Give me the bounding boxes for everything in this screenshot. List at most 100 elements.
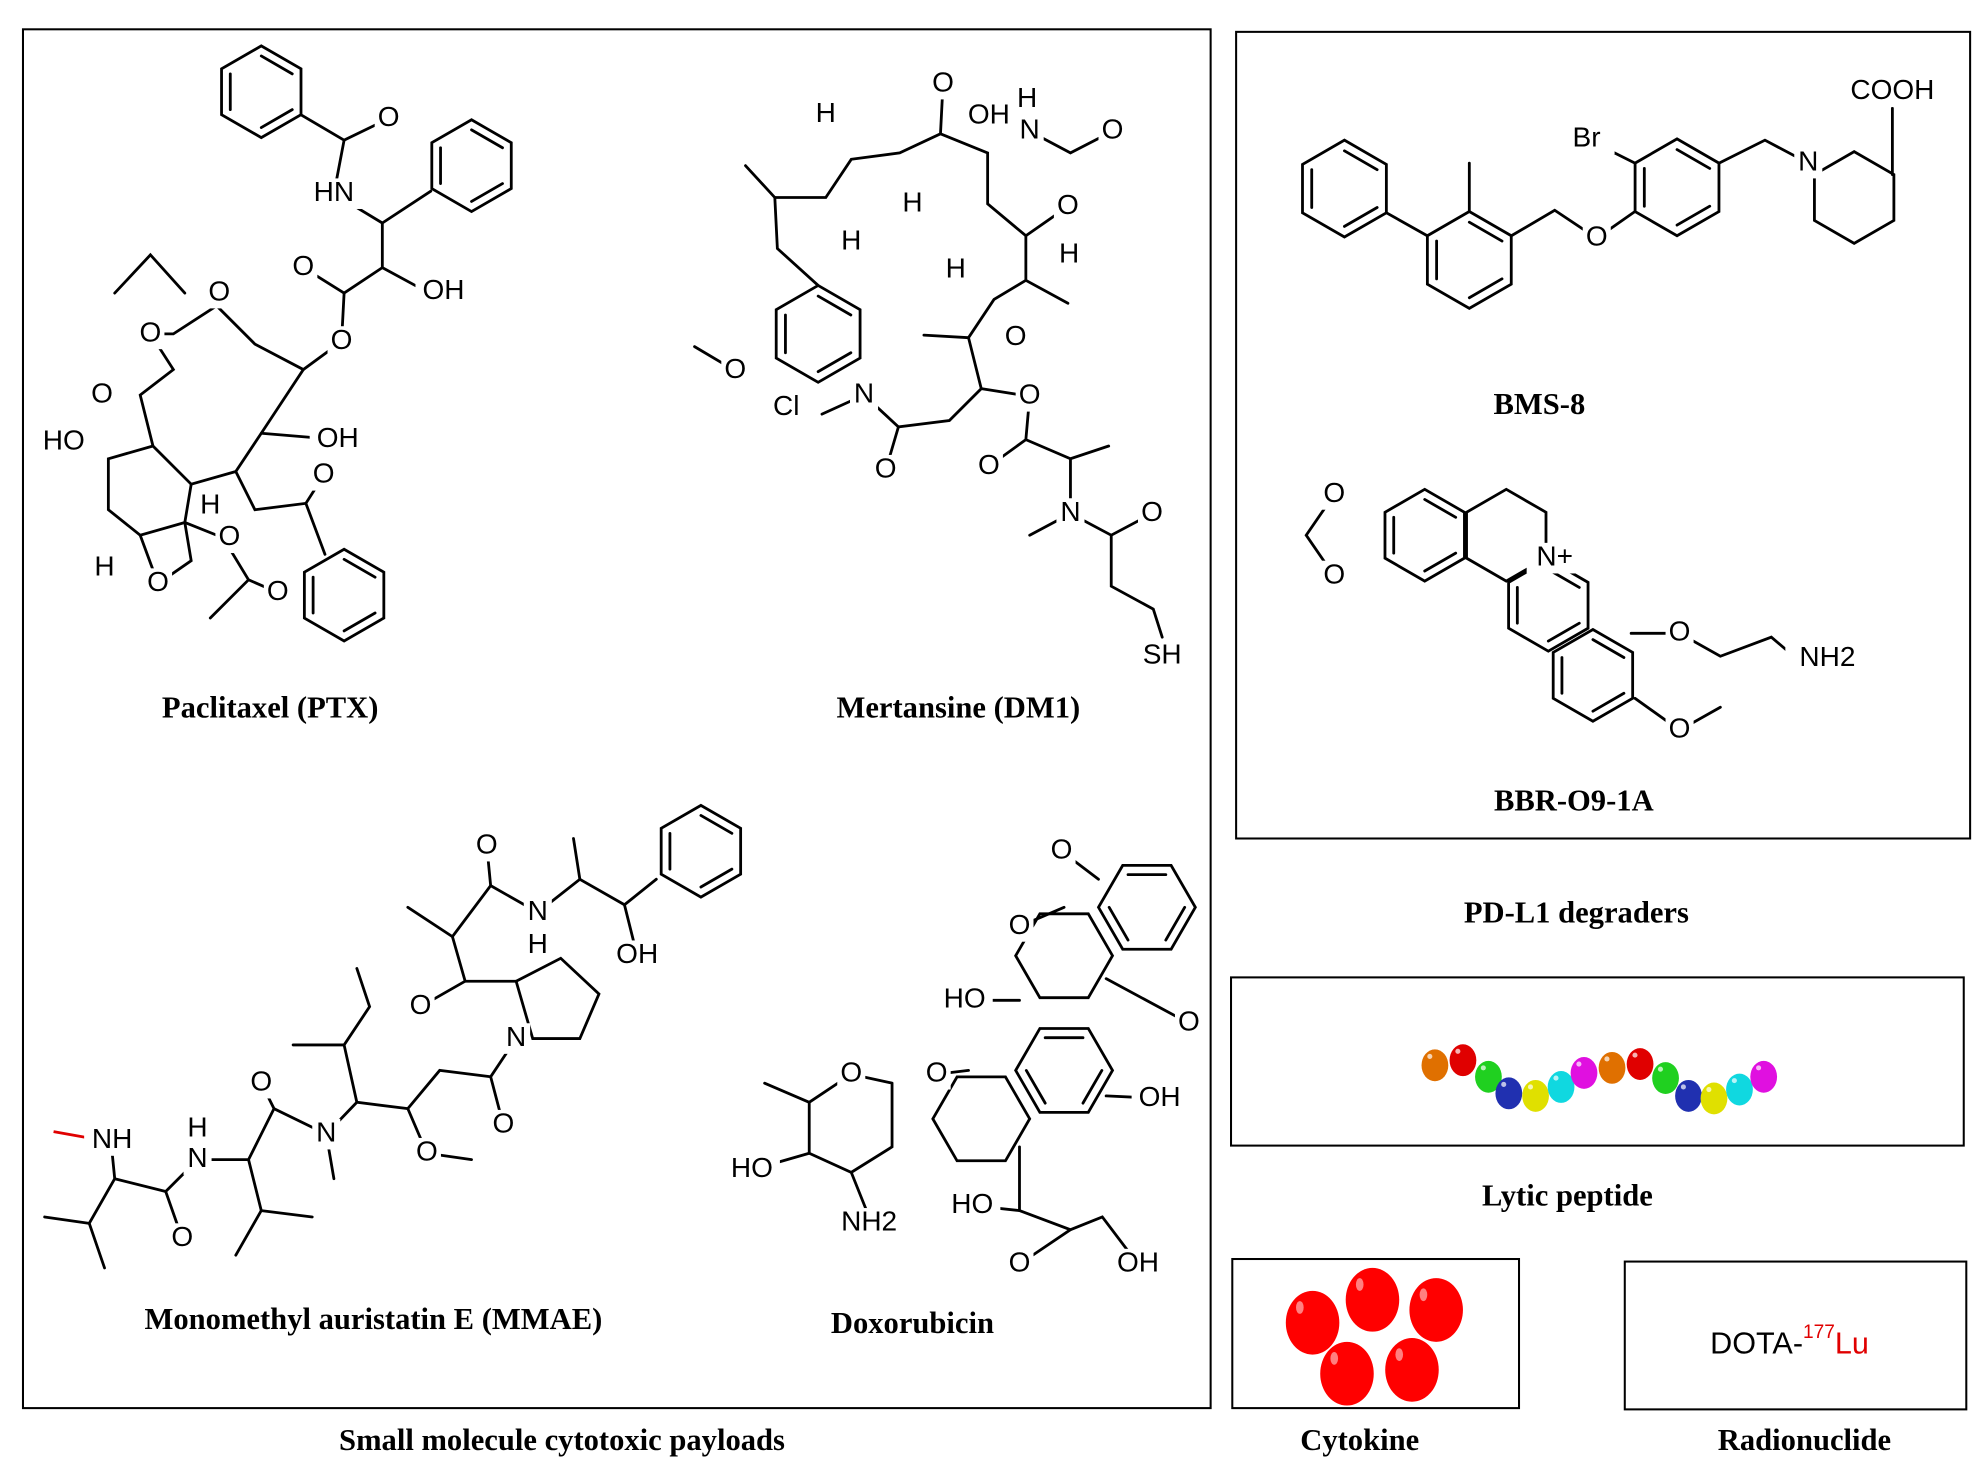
bond-chain: [939, 132, 1070, 238]
bond: [699, 867, 734, 889]
bead-highlight: [1632, 1052, 1638, 1058]
bond-chain: [1717, 138, 1810, 165]
bond: [1591, 691, 1626, 713]
payloads.molecules.1-atom-label: N: [1020, 114, 1040, 145]
payloads.molecules.2-atom-label: O: [250, 1066, 272, 1097]
cytokine-panel: [1231, 1257, 1521, 1410]
bond-chain: [922, 333, 970, 340]
ring: [1507, 557, 1590, 653]
atom-bg: [1665, 714, 1694, 746]
pdl1.molecules.1-atom-label: O: [1323, 558, 1345, 589]
ring: [1551, 627, 1635, 723]
peptide-bead: [1626, 1048, 1654, 1080]
bond-chain: [1024, 438, 1111, 461]
payloads.molecules.1-atom-label: H: [902, 186, 922, 217]
bead-highlight: [1576, 1061, 1582, 1067]
payloads.molecules.3-atom-label: OH: [1139, 1081, 1181, 1112]
atom-bg: [523, 930, 552, 961]
atom-bg: [1053, 191, 1082, 222]
atom-bg: [1005, 911, 1034, 942]
payloads.molecules.1-atom-label: O: [1102, 114, 1124, 145]
atom-bg: [263, 577, 292, 608]
peptide-bead: [1598, 1051, 1626, 1084]
payloads.molecules.1-atom-label: O: [1019, 379, 1041, 410]
pdl1.molecules.0-atom-label: Br: [1573, 121, 1601, 152]
payloads.molecules.1-atom-label: O: [724, 353, 746, 384]
bond-chain: [304, 501, 327, 556]
atom-bg: [1013, 84, 1042, 115]
ring: [1633, 137, 1721, 238]
atom-bg: [312, 1118, 341, 1150]
peptide-bead: [1726, 1073, 1753, 1106]
payloads.molecules.1-atom-label: H: [1059, 237, 1079, 268]
payloads.molecules.1-atom-label: O: [1005, 320, 1027, 351]
bond-chain: [406, 884, 493, 939]
atom-bg: [374, 103, 403, 134]
atom-bg: [1001, 322, 1030, 353]
pdl1-caption: PD-L1 degraders: [1464, 896, 1689, 930]
atom-bg: [1056, 498, 1085, 529]
bead-highlight: [1527, 1084, 1534, 1090]
bond: [470, 182, 504, 203]
atom-bg: [922, 1058, 951, 1090]
atom-bg: [1134, 640, 1191, 672]
sphere-highlight: [1296, 1301, 1304, 1314]
bond-chain: [183, 521, 280, 594]
payloads.molecules.1-atom-label: N: [854, 377, 874, 408]
payloads.molecules.2-atom-label: OH: [616, 938, 658, 969]
payloads.molecules.0-atom-label: O: [378, 101, 400, 132]
payloads.molecules.0-atom-label: O: [208, 275, 230, 306]
payloads.molecules.0-atom-label: O: [331, 324, 353, 355]
bond: [1675, 148, 1712, 170]
atom-bg: [247, 1067, 276, 1099]
payloads.molecules.3-atom-label: O: [1178, 1006, 1200, 1037]
payloads.molecules.1-atom-label: H: [946, 253, 966, 284]
bond: [1024, 1069, 1047, 1105]
bead-highlight: [1756, 1065, 1762, 1071]
bond-chain: [149, 291, 346, 372]
lytic-caption: Lytic peptide: [1482, 1178, 1653, 1212]
payloads.molecules.3-atom-label: HO: [731, 1152, 773, 1183]
atom-bg: [974, 451, 1003, 482]
atom-bg: [609, 940, 666, 972]
ring: [931, 1075, 1032, 1163]
payloads.molecules.2-atom-label: N: [187, 1142, 207, 1173]
atom-bg: [1558, 123, 1615, 155]
peptide-bead: [1675, 1079, 1702, 1112]
bms8-label: BMS-8: [1494, 387, 1586, 421]
payloads.molecules.0-atom-label: O: [267, 575, 289, 606]
atom-bg: [523, 897, 552, 928]
bond: [816, 294, 853, 317]
pdl1.molecules.1-atom-label: O: [1669, 616, 1691, 647]
payloads.molecules.0-atom-label: O: [292, 250, 314, 281]
cytokine-sphere: [1385, 1338, 1439, 1402]
atom-bg: [472, 830, 501, 862]
bond-chain: [862, 278, 1028, 429]
atom-bg: [1005, 1248, 1034, 1280]
bond: [259, 108, 294, 129]
bond: [1107, 905, 1130, 942]
bond: [1467, 220, 1504, 243]
peptide-bead: [1652, 1062, 1679, 1094]
bond-chain: [1629, 631, 1799, 661]
cytokine-caption: Cytokine: [1300, 1423, 1419, 1457]
bond-chain: [106, 444, 193, 537]
peptide-bead: [1700, 1082, 1728, 1115]
atom-bg: [941, 254, 970, 286]
bond: [1423, 551, 1458, 573]
payloads.molecules.1-atom-label: O: [875, 453, 897, 484]
atom-bg: [289, 252, 318, 283]
payloads.molecules.2-atom-label: N: [506, 1021, 526, 1052]
isotope-mass: 177: [1803, 1322, 1835, 1343]
atom-bg: [1320, 479, 1349, 510]
atom-bg: [1131, 1083, 1188, 1114]
bond: [1675, 204, 1712, 227]
atom-bg: [406, 991, 435, 1022]
bead-highlight: [1604, 1056, 1610, 1062]
peptide-beads: [1421, 1044, 1778, 1115]
pdl1.molecules.1-atom-label: N+: [1536, 541, 1573, 572]
bond-chain: [1018, 1209, 1140, 1266]
